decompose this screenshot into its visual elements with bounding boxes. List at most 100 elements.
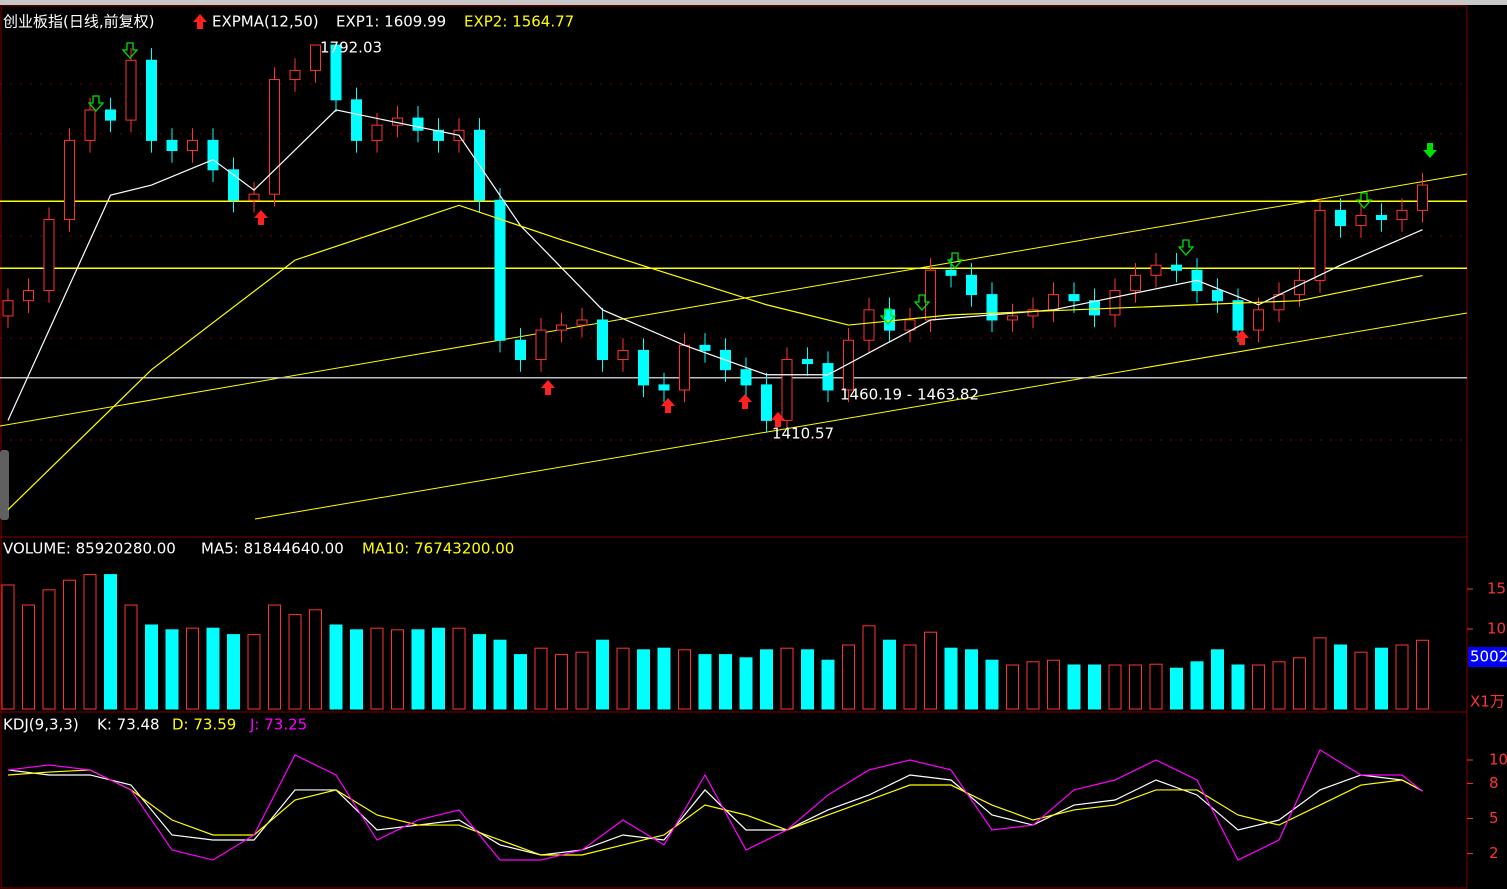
- volume-title: VOLUME: 85920280.00: [3, 540, 176, 558]
- volume-bar: [411, 629, 425, 710]
- candle-body: [843, 339, 854, 391]
- candle-body: [187, 139, 198, 152]
- k-label: K: 73.48: [97, 716, 160, 734]
- candle-body: [986, 294, 998, 321]
- volume-bar: [821, 659, 835, 710]
- volume-bar: [698, 654, 712, 710]
- candle-body: [1294, 279, 1305, 296]
- volume-bar: [432, 627, 445, 710]
- candle-body: [43, 219, 55, 292]
- volume-bar: [862, 625, 876, 710]
- volume-bar: [678, 649, 691, 710]
- d-label: D: 73.59: [172, 716, 236, 734]
- candle-body: [904, 319, 916, 331]
- candle-body: [617, 349, 629, 361]
- candle-body: [125, 59, 137, 121]
- indicator: EXPMA(12,50): [212, 13, 319, 31]
- volume-bar: [842, 644, 855, 710]
- kdj-title: KDJ(9,3,3): [3, 716, 79, 734]
- candle-body: [84, 109, 96, 141]
- volume-bar: [1272, 661, 1286, 710]
- volume-bar: [1231, 664, 1245, 710]
- kdj-line: [7, 749, 1423, 861]
- annotation: 1410.57: [772, 425, 834, 443]
- volume-bar: [452, 627, 466, 710]
- candle-body: [556, 324, 567, 331]
- volume-bar: [1416, 639, 1429, 710]
- candle-body: [966, 274, 977, 296]
- volume-bar: [1129, 664, 1142, 710]
- side-tab[interactable]: [0, 450, 9, 520]
- candle-body: [412, 117, 424, 131]
- y-tick-label: 15: [1487, 580, 1506, 598]
- volume-bar: [780, 647, 794, 710]
- volume-bar: [104, 574, 117, 710]
- dotted-grid: [0, 83, 1467, 441]
- value-box-label: 5002: [1470, 648, 1507, 666]
- title: 创业板指(日线,前复权): [3, 13, 154, 31]
- candle-body: [228, 169, 239, 201]
- volume-bar: [1047, 659, 1060, 710]
- ma10: MA10: 76743200.00: [362, 540, 514, 558]
- candle-body: [166, 139, 178, 152]
- candle-body: [576, 319, 588, 326]
- volume-bar: [1026, 661, 1040, 710]
- candle-body: [679, 344, 690, 391]
- volume-bar: [1108, 664, 1122, 710]
- volume-bar: [350, 629, 363, 710]
- candle-body: [884, 309, 895, 331]
- volume-bar: [596, 639, 609, 710]
- candle-body: [1314, 209, 1326, 281]
- value-box: [1468, 647, 1507, 667]
- volume-bar: [903, 644, 917, 710]
- candle-body: [945, 269, 957, 276]
- top-bar: [0, 0, 1507, 5]
- trend-line: [0, 173, 1468, 427]
- exp2: EXP2: 1564.77: [464, 13, 574, 31]
- candle-body: [146, 59, 157, 141]
- volume-bar: [801, 649, 814, 710]
- candle-body: [1130, 274, 1141, 292]
- candle-body: [761, 384, 772, 421]
- candle-body: [433, 129, 444, 141]
- candle-body: [1232, 300, 1244, 331]
- candle-body: [1089, 300, 1100, 316]
- candle-body: [597, 319, 608, 361]
- candle-body: [1027, 309, 1039, 317]
- volume-bar: [1088, 664, 1101, 710]
- volume-bar: [760, 649, 773, 710]
- volume-bar: [370, 627, 384, 710]
- candle-body: [310, 44, 321, 71]
- expma-line: [7, 109, 1423, 421]
- candle-body: [1171, 264, 1182, 271]
- candle-body: [1376, 214, 1387, 221]
- candle-body: [1109, 290, 1121, 316]
- volume-bar: [1149, 663, 1163, 710]
- candle-body: [269, 79, 280, 195]
- volume-bar: [1313, 637, 1327, 710]
- volume-bar: [22, 604, 35, 710]
- volume-bar: [268, 604, 281, 710]
- volume-bar: [1067, 664, 1081, 710]
- candle-body: [23, 290, 34, 302]
- candle-body: [1048, 294, 1059, 311]
- candle-body: [1212, 290, 1223, 302]
- candle-body: [1417, 184, 1428, 211]
- annotation: 1460.19 - 1463.82: [840, 386, 979, 404]
- candle-body: [248, 193, 260, 201]
- candle-body: [289, 69, 301, 81]
- candle-body: [351, 99, 362, 141]
- volume-bar: [1, 584, 15, 710]
- volume-bar: [1211, 649, 1224, 710]
- y-tick-label: 5: [1489, 809, 1499, 827]
- y-tick-label: 8: [1489, 774, 1499, 792]
- trend-line: [254, 312, 1468, 520]
- volume-bar: [1375, 647, 1388, 710]
- volume-bar: [965, 649, 978, 710]
- volume-bar: [657, 647, 671, 710]
- candle-body: [781, 359, 793, 421]
- volume-bar: [1354, 651, 1368, 710]
- volume-bar: [42, 589, 56, 710]
- volume-bar: [1190, 661, 1204, 710]
